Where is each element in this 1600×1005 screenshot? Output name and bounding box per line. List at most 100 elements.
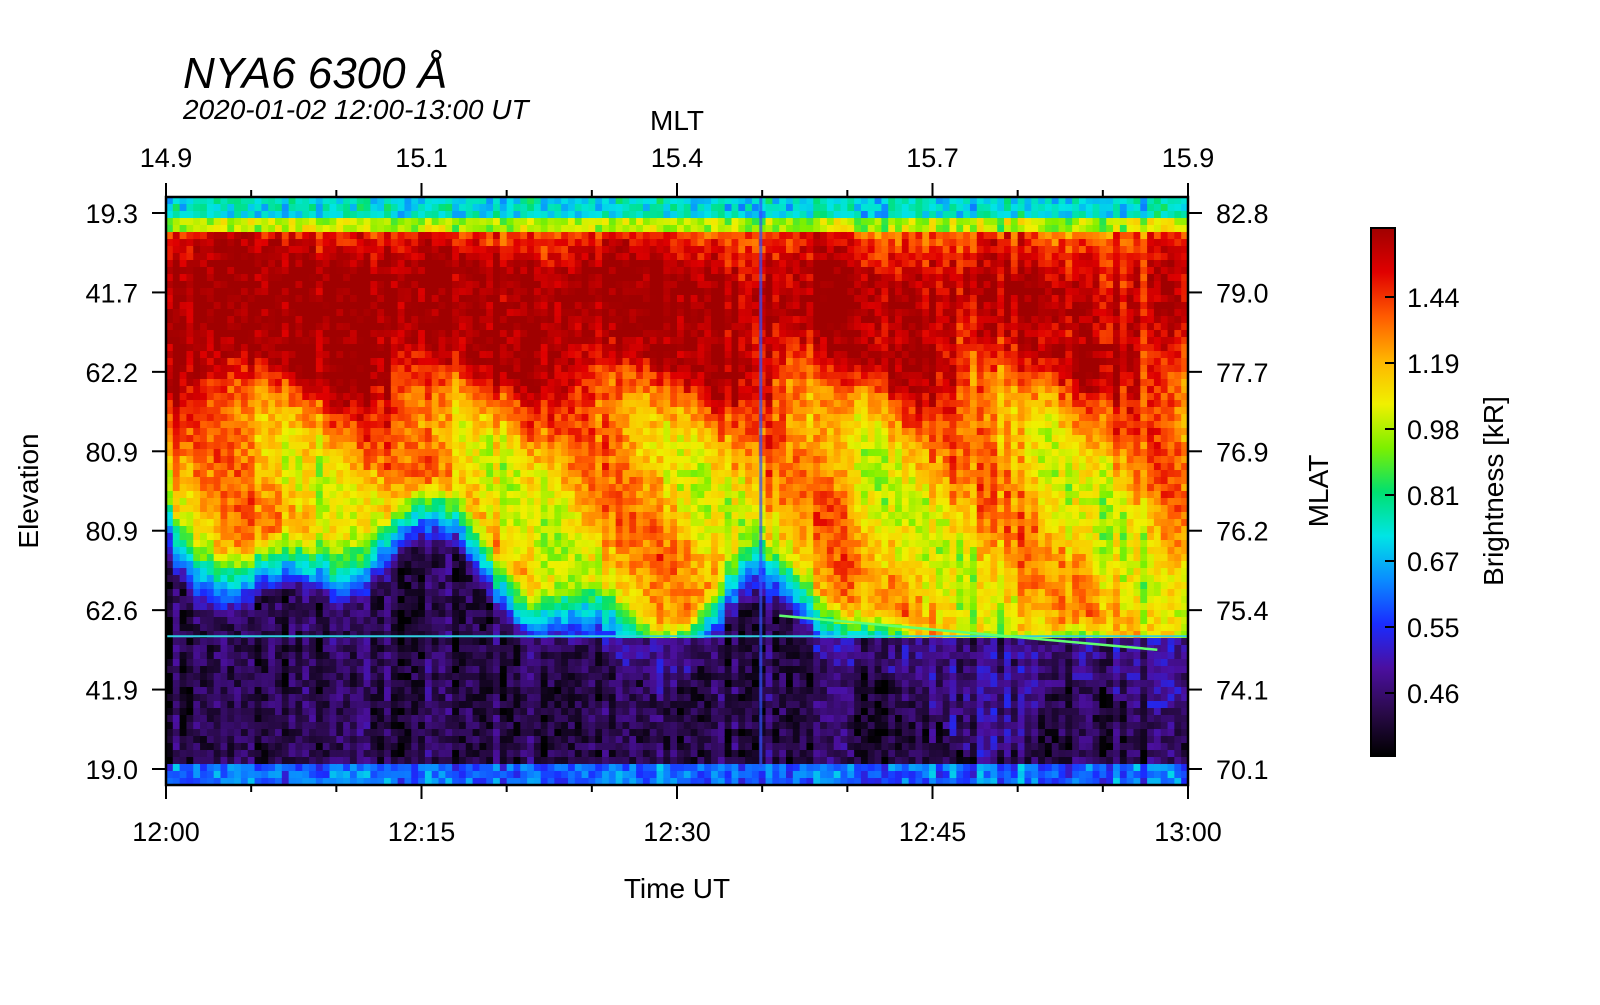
heatmap-cell — [527, 302, 535, 310]
heatmap-cell — [527, 484, 535, 492]
heatmap-cell — [506, 260, 515, 268]
heatmap-cell — [315, 701, 324, 709]
heatmap-cell — [370, 358, 378, 366]
heatmap-cell — [363, 393, 371, 401]
heatmap-cell — [315, 246, 324, 254]
heatmap-cell — [193, 344, 201, 352]
heatmap-cell — [309, 624, 317, 632]
heatmap-cell — [309, 407, 317, 415]
heatmap-cell — [349, 372, 358, 380]
heatmap-cell — [329, 267, 337, 275]
heatmap-cell — [445, 547, 453, 555]
heatmap-cell — [349, 533, 358, 541]
heatmap-cell — [281, 246, 290, 254]
heatmap-cell — [390, 771, 399, 779]
heatmap-cell — [472, 624, 481, 632]
heatmap-cell — [275, 274, 283, 282]
heatmap-cell — [166, 372, 174, 380]
heatmap-cell — [213, 645, 222, 653]
heatmap-cell — [438, 484, 446, 492]
heatmap-cell — [206, 526, 215, 534]
heatmap-cell — [370, 253, 378, 261]
heatmap-cell — [220, 631, 228, 639]
heatmap-cell — [329, 344, 337, 352]
heatmap-cell — [172, 239, 181, 247]
heatmap-cell — [172, 421, 181, 429]
heatmap-cell — [302, 337, 310, 345]
heatmap-cell — [370, 323, 378, 331]
heatmap-cell — [275, 253, 283, 261]
heatmap-cell — [295, 337, 303, 345]
heatmap-cell — [418, 666, 426, 674]
heatmap-cell — [493, 260, 501, 268]
heatmap-cell — [527, 316, 535, 324]
heatmap-cell — [336, 435, 344, 443]
heatmap-cell — [315, 722, 324, 730]
heatmap-cell — [418, 743, 426, 751]
heatmap-cell — [547, 778, 555, 785]
heatmap-cell — [234, 400, 242, 408]
heatmap-cell — [404, 645, 412, 653]
heatmap-cell — [186, 330, 194, 338]
heatmap-cell — [452, 617, 460, 625]
heatmap-cell — [561, 708, 569, 716]
heatmap-cell — [281, 330, 290, 338]
heatmap-cell — [397, 477, 406, 485]
heatmap-cell — [281, 428, 290, 436]
heatmap-cell — [186, 470, 194, 478]
heatmap-cell — [506, 344, 515, 352]
heatmap-cell — [193, 750, 201, 758]
heatmap-cell — [418, 246, 426, 254]
heatmap-cell — [322, 337, 331, 345]
heatmap-cell — [281, 337, 290, 345]
heatmap-cell — [520, 351, 528, 359]
heatmap-cell — [268, 771, 276, 779]
heatmap-cell — [520, 715, 528, 723]
heatmap-cell — [465, 323, 474, 331]
heatmap-cell — [513, 491, 521, 499]
heatmap-cell — [343, 337, 351, 345]
heatmap-cell — [309, 393, 317, 401]
heatmap-cell — [363, 673, 371, 681]
heatmap-cell — [349, 470, 358, 478]
heatmap-cell — [472, 267, 481, 275]
heatmap-cell — [309, 372, 317, 380]
heatmap-cell — [554, 211, 562, 219]
heatmap-cell — [472, 540, 481, 548]
heatmap-cell — [540, 400, 549, 408]
heatmap-cell — [452, 449, 460, 457]
heatmap-cell — [281, 414, 290, 422]
heatmap-cell — [438, 498, 446, 506]
heatmap-cell — [275, 414, 283, 422]
heatmap-cell — [540, 519, 549, 527]
heatmap-cell — [261, 519, 269, 527]
heatmap-cell — [247, 631, 256, 639]
heatmap-cell — [343, 750, 351, 758]
heatmap-cell — [275, 589, 283, 597]
heatmap-cell — [213, 575, 222, 583]
heatmap-cell — [370, 764, 378, 772]
heatmap-cell — [397, 491, 406, 499]
heatmap-cell — [493, 603, 501, 611]
heatmap-cell — [240, 295, 249, 303]
heatmap-cell — [179, 456, 188, 464]
heatmap-cell — [363, 694, 371, 702]
heatmap-cell — [200, 729, 208, 737]
heatmap-cell — [513, 288, 521, 296]
heatmap-cell — [349, 638, 358, 646]
heatmap-cell — [309, 218, 317, 226]
heatmap-cell — [295, 498, 303, 506]
heatmap-cell — [479, 771, 487, 779]
heatmap-cell — [527, 372, 535, 380]
heatmap-cell — [438, 449, 446, 457]
heatmap-cell — [247, 218, 256, 226]
heatmap-cell — [513, 582, 521, 590]
heatmap-cell — [567, 330, 576, 338]
heatmap-cell — [254, 414, 262, 422]
heatmap-cell — [363, 491, 371, 499]
heatmap-cell — [561, 295, 569, 303]
heatmap-cell — [213, 337, 222, 345]
heatmap-cell — [172, 246, 181, 254]
heatmap-cell — [438, 547, 446, 555]
heatmap-cell — [356, 554, 365, 562]
